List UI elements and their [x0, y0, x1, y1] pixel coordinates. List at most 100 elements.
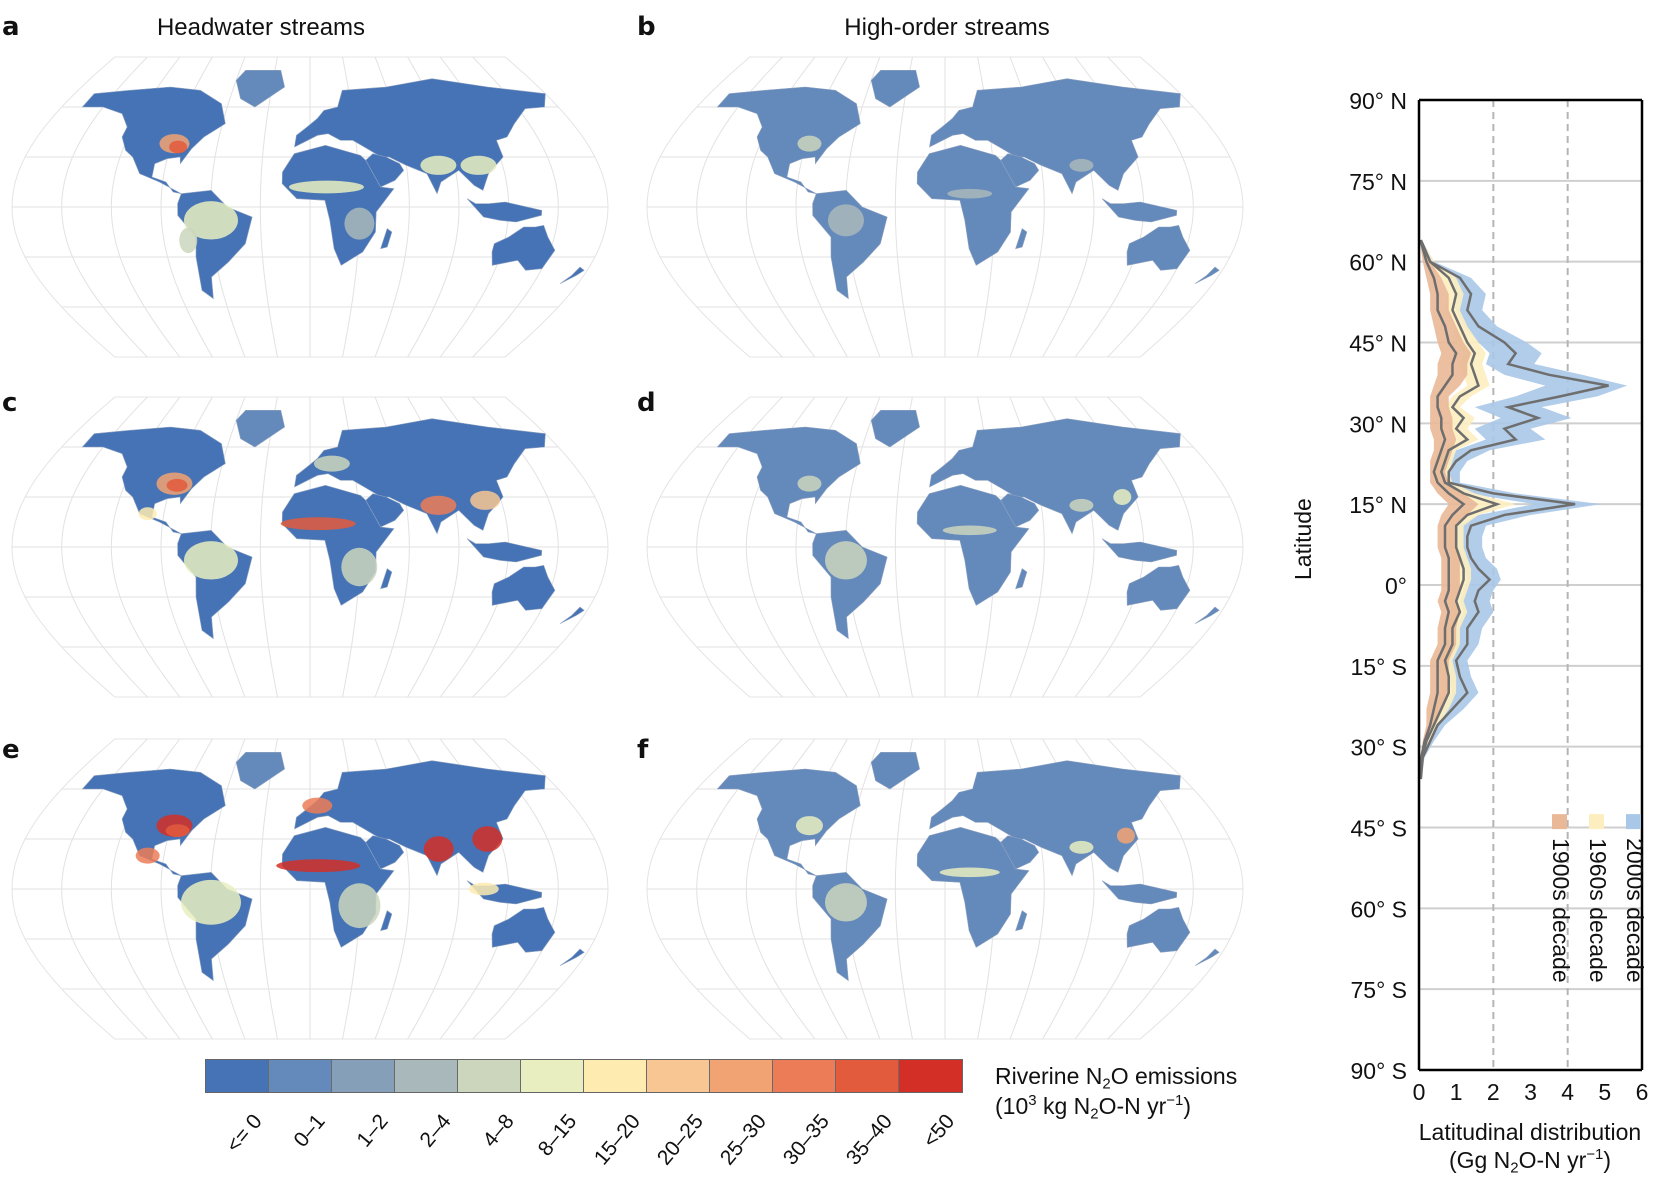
emission-hotspot	[460, 155, 497, 175]
emission-hotspot	[795, 816, 823, 836]
y-tick-label: 60° S	[1350, 896, 1407, 922]
line-2000s-decade	[1419, 239, 1609, 780]
y-tick-label: 0°	[1385, 573, 1407, 599]
colorbar-swatch	[395, 1060, 458, 1092]
continent-arabia	[1000, 153, 1040, 188]
emission-hotspot	[1069, 840, 1094, 854]
emission-hotspot	[470, 490, 501, 510]
continent-eurasia	[929, 418, 1181, 535]
colorbar-swatch	[521, 1060, 584, 1092]
band-1900s-decade	[1419, 240, 1479, 780]
panel-letter-b: b	[637, 12, 656, 42]
emission-hotspot	[179, 227, 198, 254]
emission-hotspot	[341, 547, 378, 587]
panel-letter-e: e	[2, 735, 20, 765]
emission-hotspot	[1069, 498, 1094, 512]
emission-hotspot	[420, 155, 457, 175]
x-axis-label: Latitudinal distribution (Gg N2O-N yr−1)	[1418, 1119, 1642, 1177]
continent-africa	[916, 145, 1030, 266]
colorbar-swatch	[332, 1060, 395, 1092]
continent-madagascar	[380, 910, 393, 932]
continent-nz	[1194, 266, 1220, 284]
colorbar-title: Riverine N2O emissions (103 kg N2O-N yr−…	[995, 1063, 1238, 1123]
continent-madagascar	[1015, 910, 1028, 932]
map-panel-b	[646, 56, 1244, 358]
panel-letter-d: d	[637, 388, 656, 418]
y-tick-label: 90° N	[1349, 88, 1407, 114]
continent-greenland	[870, 752, 920, 790]
colorbar-label: 0–1	[289, 1110, 330, 1152]
emission-hotspot	[138, 507, 157, 521]
continent-arabia	[365, 493, 405, 528]
colorbar-label: 2–4	[415, 1110, 456, 1152]
y-tick-label: 30° S	[1350, 735, 1407, 761]
continent-australia	[491, 224, 556, 271]
continent-australia	[491, 564, 556, 611]
continent-nz	[559, 948, 585, 966]
column-title-high-order: High-order streams	[844, 14, 1050, 41]
continent-arabia	[1000, 493, 1040, 528]
legend-label: 1960s decade	[1585, 838, 1611, 983]
latitudinal-distribution-chart: 90° N 75° N 60° N 45° N 30° N 15° N 0° 15° S 30°…	[1349, 88, 1648, 1105]
continent-arabia	[365, 835, 405, 870]
continent-nz	[1194, 606, 1220, 624]
colorbar-label: 4–8	[478, 1110, 519, 1152]
legend-swatch	[1626, 814, 1641, 830]
emission-hotspot	[302, 797, 333, 814]
colorbar-label: 15–20	[589, 1110, 645, 1170]
x-tick-label: 3	[1524, 1079, 1537, 1105]
panel-letter-f: f	[637, 735, 649, 765]
emission-hotspot	[797, 475, 822, 492]
emission-hotspot	[423, 836, 454, 862]
x-tick-label: 4	[1561, 1079, 1574, 1105]
y-tick-label: 15° N	[1349, 492, 1407, 518]
continent-africa	[916, 827, 1030, 948]
continent-namerica	[81, 426, 226, 534]
emission-hotspot	[1069, 158, 1094, 172]
emission-hotspot	[472, 826, 503, 852]
continent-greenland	[235, 410, 285, 448]
colorbar-swatch	[836, 1060, 899, 1092]
continent-indonesia	[1101, 538, 1178, 563]
emission-hotspot	[468, 882, 499, 896]
colorbar-swatch	[647, 1060, 710, 1092]
continent-madagascar	[1015, 228, 1028, 250]
continent-namerica	[81, 768, 226, 876]
line-1960s-decade	[1419, 239, 1501, 780]
continent-indonesia	[466, 198, 543, 223]
continent-greenland	[235, 70, 285, 108]
panel-letter-a: a	[2, 12, 20, 42]
graticule-meridian	[894, 396, 913, 698]
colorbar-label: <50	[919, 1110, 960, 1153]
emission-hotspot	[420, 495, 457, 515]
continent-greenland	[235, 752, 285, 790]
colorbar-label: 8–15	[533, 1110, 582, 1161]
colorbar-swatch	[458, 1060, 521, 1092]
colorbar-label: 35–40	[841, 1110, 897, 1170]
emission-hotspot	[947, 188, 993, 199]
colorbar-swatch	[206, 1060, 269, 1092]
y-tick-label: 90° S	[1350, 1058, 1407, 1084]
emission-hotspot	[824, 541, 867, 580]
x-tick-label: 5	[1598, 1079, 1611, 1105]
map-panel-c	[11, 396, 609, 698]
continent-arabia	[1000, 835, 1040, 870]
y-tick-label: 60° N	[1349, 250, 1407, 276]
emission-hotspot	[276, 859, 361, 873]
x-tick-label: 0	[1413, 1079, 1426, 1105]
x-tick-label: 2	[1487, 1079, 1500, 1105]
map-panel-a	[11, 56, 609, 358]
colorbar-label: 1–2	[352, 1110, 393, 1152]
continent-namerica	[716, 768, 861, 876]
continent-madagascar	[380, 568, 393, 590]
continent-nz	[1194, 948, 1220, 966]
continent-madagascar	[380, 228, 393, 250]
colorbar-swatch	[269, 1060, 332, 1092]
continent-namerica	[716, 86, 861, 194]
y-axis-label: Latitude	[1290, 498, 1316, 580]
y-tick-label: 45° S	[1350, 816, 1407, 842]
colorbar-label: 30–35	[778, 1110, 834, 1170]
continent-madagascar	[1015, 568, 1028, 590]
continent-nz	[559, 606, 585, 624]
emission-hotspot	[313, 455, 350, 472]
